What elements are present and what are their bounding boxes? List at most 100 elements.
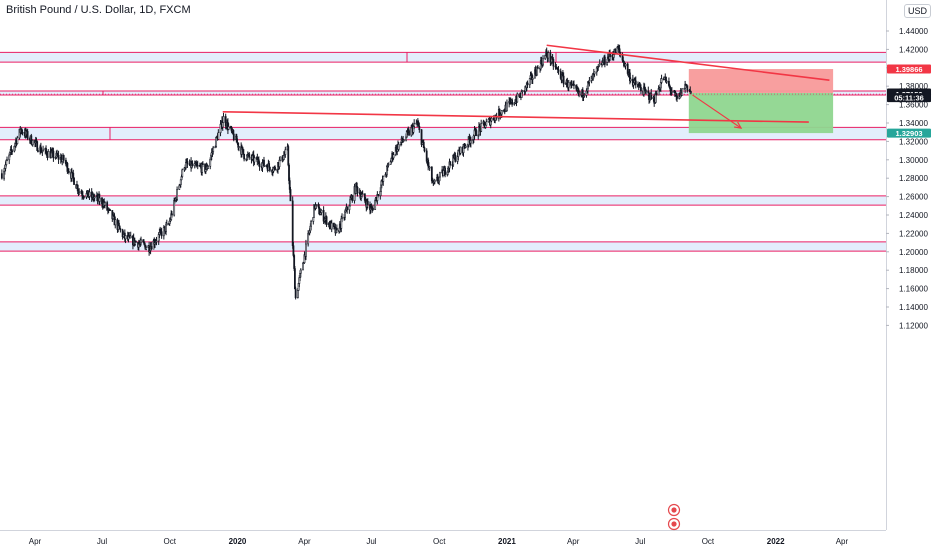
candle-body — [645, 90, 647, 93]
candle-body — [387, 164, 390, 166]
candle-body — [459, 146, 462, 154]
x-tick-label: Apr — [567, 537, 580, 546]
candle-body — [449, 161, 452, 165]
candle-body — [78, 190, 81, 193]
candle-body — [670, 91, 673, 93]
candle-body — [366, 201, 369, 205]
candle-body — [73, 177, 75, 185]
candle-body — [88, 191, 91, 197]
x-tick-label: Jul — [97, 537, 107, 546]
candle-body — [315, 204, 318, 206]
candle-body — [26, 131, 29, 139]
x-tick-label: Apr — [29, 537, 42, 546]
x-tick-label: 2022 — [767, 537, 785, 546]
x-tick-label: Oct — [433, 537, 446, 546]
trendline-0 — [546, 44, 830, 82]
candle-body — [16, 137, 19, 144]
candle-body — [37, 150, 39, 152]
candle-body — [162, 226, 165, 237]
candle-body — [444, 167, 446, 175]
candle-body — [217, 132, 220, 140]
candle-body — [52, 150, 55, 159]
candle-body — [686, 85, 689, 91]
candle-body — [5, 160, 8, 166]
candle-body — [348, 205, 351, 211]
candle-body — [114, 219, 117, 226]
candle-body — [145, 247, 148, 250]
support-zone-0 — [0, 52, 886, 63]
candle-body — [274, 166, 276, 171]
candle-body — [310, 221, 312, 227]
candle-body — [238, 146, 240, 148]
candle-body — [160, 231, 163, 237]
candle-body — [320, 210, 323, 213]
candle-body — [279, 156, 282, 161]
event-icon-dot-0 — [671, 507, 677, 513]
candle-body — [47, 151, 50, 158]
candle-body — [442, 170, 445, 177]
candle-body — [423, 147, 426, 152]
currency-badge[interactable]: USD — [904, 4, 932, 18]
projection-arrow-head — [734, 121, 743, 129]
candle-body — [480, 123, 483, 132]
candle-body — [134, 241, 137, 243]
candle-body — [201, 163, 204, 165]
y-tick-label: 1.32000 — [899, 137, 928, 146]
price-tag-target — [887, 128, 931, 138]
candle-body — [284, 149, 287, 155]
candle-body — [6, 159, 8, 162]
candle-body — [634, 80, 637, 85]
y-tick-label: 1.34000 — [899, 119, 928, 128]
candle-body — [248, 153, 251, 158]
candle-body — [490, 117, 493, 122]
candle-body — [542, 58, 544, 66]
x-tick-label: Apr — [836, 537, 849, 546]
candle-body — [253, 157, 256, 163]
candle-body — [109, 209, 111, 211]
candle-body — [500, 110, 503, 115]
candle-body — [98, 197, 101, 202]
candle-body — [650, 92, 653, 99]
y-tick-label: 1.24000 — [899, 211, 928, 220]
candle-body — [186, 161, 189, 165]
y-tick-label: 1.14000 — [899, 303, 928, 312]
candle-body — [181, 169, 184, 177]
candle-body — [402, 139, 405, 142]
candle-body — [356, 186, 359, 194]
candle-body — [392, 154, 395, 159]
candle-body — [140, 239, 142, 244]
candle-body — [268, 166, 271, 171]
candle-body — [439, 172, 441, 178]
candle-body — [129, 235, 132, 239]
candle-body — [681, 88, 684, 96]
candle-body — [335, 228, 338, 231]
candle-body — [562, 75, 565, 85]
y-tick-label: 1.42000 — [899, 45, 928, 54]
candle-body — [42, 149, 44, 152]
candle-body — [536, 67, 539, 69]
candle-body — [212, 147, 215, 153]
candle-body — [155, 240, 158, 243]
y-tick-label: 1.38000 — [899, 82, 928, 91]
candle-body — [526, 82, 529, 86]
x-tick-label: Apr — [298, 537, 311, 546]
candle-body — [263, 165, 266, 167]
candle-body — [382, 175, 385, 182]
candle-body — [185, 162, 187, 168]
candle-body — [578, 91, 580, 94]
price-tag-stop — [887, 64, 931, 74]
trendline-1 — [222, 110, 809, 123]
candle-body — [227, 126, 230, 130]
candle-body — [346, 206, 349, 211]
price-tag-target-label: 1.32903 — [895, 129, 922, 138]
candle-body — [433, 179, 436, 183]
candles — [0, 44, 692, 300]
event-icon-dot-1 — [671, 521, 677, 527]
support-zone-3 — [0, 195, 886, 206]
candle-body — [312, 217, 315, 222]
candle-body — [372, 207, 374, 210]
candle-body — [165, 223, 168, 226]
candle-body — [655, 92, 658, 96]
